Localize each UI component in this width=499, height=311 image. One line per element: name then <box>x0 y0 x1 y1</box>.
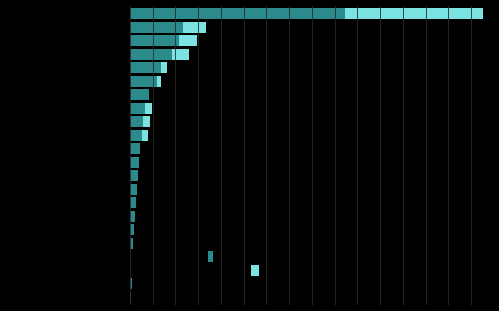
Bar <box>209 251 214 262</box>
Bar <box>130 130 142 141</box>
Bar <box>130 143 140 154</box>
Bar <box>179 35 197 46</box>
Bar <box>130 157 139 168</box>
Bar <box>145 103 152 114</box>
Bar <box>130 22 184 33</box>
Bar <box>130 116 143 127</box>
Bar <box>130 49 172 60</box>
Bar <box>161 62 167 73</box>
Bar <box>130 103 145 114</box>
Bar <box>130 89 149 100</box>
Bar <box>143 116 150 127</box>
Bar <box>130 292 131 303</box>
Bar <box>130 197 136 208</box>
Bar <box>130 76 157 87</box>
Bar <box>157 76 161 87</box>
Bar <box>130 35 179 46</box>
Bar <box>130 8 345 19</box>
Bar <box>130 224 134 235</box>
Bar <box>130 238 133 249</box>
Bar <box>130 211 135 222</box>
Bar <box>130 170 138 181</box>
Bar <box>251 265 259 276</box>
Bar <box>172 49 189 60</box>
Bar <box>184 22 207 33</box>
Bar <box>130 184 137 195</box>
Bar <box>345 8 484 19</box>
Bar <box>130 278 132 289</box>
Bar <box>142 130 148 141</box>
Bar <box>130 62 161 73</box>
